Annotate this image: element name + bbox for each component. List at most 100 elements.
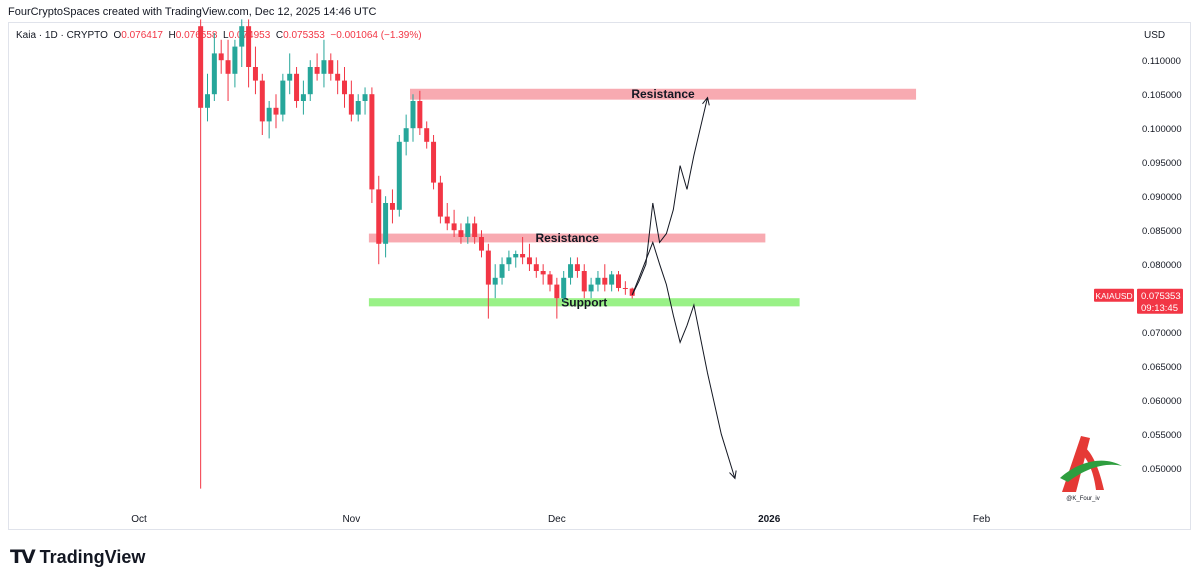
candle-body <box>266 107 272 122</box>
candle-body <box>300 94 306 101</box>
candle-body <box>211 53 217 95</box>
candle-body <box>479 237 484 251</box>
candle-body <box>417 101 423 129</box>
price-tick-label: 0.090000 <box>1142 192 1182 203</box>
candle-body <box>369 94 375 190</box>
time-axis: Oct Nov Dec 2026 Feb <box>131 514 990 525</box>
close-value: 0.075353 <box>283 30 325 41</box>
candle-body <box>629 288 635 296</box>
candle-body <box>314 67 320 74</box>
candle-body <box>280 80 286 115</box>
price-tick-label: 0.100000 <box>1142 124 1182 135</box>
candle-body <box>540 271 546 275</box>
candle-body <box>376 189 382 244</box>
zone-label-0: Resistance <box>631 87 695 101</box>
candle-body <box>595 277 601 285</box>
time-tick-label: Oct <box>131 514 147 525</box>
candle-body <box>431 141 437 183</box>
tradingview-brand: TradingView <box>39 546 146 567</box>
candle-body <box>362 94 368 101</box>
projection-path-1 <box>631 240 736 479</box>
price-tick-label: 0.085000 <box>1142 226 1182 237</box>
time-tick-label: Dec <box>548 514 566 525</box>
price-tick-label: 0.105000 <box>1142 90 1182 101</box>
candle-body <box>533 264 539 271</box>
zone-label-1: Resistance <box>535 231 599 245</box>
zones-layer: Resistance Resistance Support <box>368 87 917 309</box>
ticker-tag-text: KAIAUSD <box>1095 291 1132 301</box>
candle-body <box>581 271 587 292</box>
candle-body <box>335 73 341 81</box>
candle-body <box>506 257 512 265</box>
candle-body <box>259 80 265 122</box>
change-value: −0.001064 (−1.39%) <box>330 30 422 41</box>
price-tag-countdown: 09:13:45 <box>1141 303 1178 314</box>
candle-body <box>458 230 464 237</box>
candle-body <box>499 264 505 278</box>
candle-body <box>389 203 395 210</box>
time-tick-label: Nov <box>342 514 360 525</box>
open-value: 0.076417 <box>121 30 163 41</box>
candle-body <box>321 60 327 74</box>
candle-body <box>328 60 334 74</box>
candle-body <box>465 223 471 237</box>
candle-body <box>513 254 519 258</box>
price-tick-label: 0.065000 <box>1142 362 1182 373</box>
candle-body <box>622 288 628 289</box>
price-tick-label: 0.110000 <box>1142 56 1181 67</box>
tradingview-footer[interactable]: TV TradingView <box>10 546 145 568</box>
price-axis: 0.110000 0.105000 0.100000 0.095000 0.090000… <box>1142 56 1182 475</box>
symbol-info: Kaia · 1D · CRYPTO <box>16 30 108 41</box>
candle-body <box>437 182 443 217</box>
chart-frame <box>8 22 1191 530</box>
candle-body <box>205 94 210 108</box>
watermark-handle: @K_Four_iv <box>1066 496 1099 502</box>
candle-body <box>355 101 361 115</box>
candle-body <box>348 94 354 115</box>
zone-resistance-0 <box>410 88 917 100</box>
zone-resistance-1 <box>368 233 766 243</box>
candle-body <box>307 67 313 95</box>
candle-body <box>574 264 580 271</box>
candle-body <box>526 257 532 265</box>
high-value: 0.076558 <box>175 30 218 41</box>
low-label: L <box>223 30 229 41</box>
candle-body <box>568 264 574 278</box>
candle-body <box>403 128 409 142</box>
candle-body <box>396 141 402 210</box>
watermark-logo-swoosh-icon <box>1060 460 1122 482</box>
candle-body <box>444 216 450 224</box>
projection-path-0 <box>631 97 708 296</box>
price-tick-label: 0.050000 <box>1142 464 1182 475</box>
candle-body <box>294 73 300 101</box>
candle-body <box>383 203 389 244</box>
candle-body <box>609 274 615 285</box>
candle-body <box>410 101 416 129</box>
candle-body <box>273 107 279 115</box>
price-tick-label: 0.095000 <box>1142 158 1182 169</box>
chart-credit: FourCryptoSpaces created with TradingVie… <box>8 6 377 18</box>
projection-arrowhead-1 <box>729 470 737 480</box>
watermark-layer: @K_Four_iv <box>1060 436 1122 502</box>
price-tick-label: 0.060000 <box>1142 396 1182 407</box>
currency-label[interactable]: USD <box>1144 30 1166 41</box>
high-label: H <box>168 30 176 41</box>
candle-body <box>520 254 526 258</box>
candle-body <box>616 274 621 288</box>
candles-layer <box>198 19 635 489</box>
candle-body <box>451 223 457 231</box>
candle-body <box>232 46 238 74</box>
open-label: O <box>113 30 122 41</box>
candle-body <box>287 73 293 81</box>
zone-support-2 <box>368 298 800 307</box>
candle-body <box>485 250 491 285</box>
price-tick-label: 0.080000 <box>1142 260 1182 271</box>
price-tag-price: 0.075353 <box>1141 291 1181 302</box>
candle-body <box>225 60 231 74</box>
candle-body <box>588 284 594 292</box>
candle-body <box>342 80 347 95</box>
candle-body <box>602 277 608 285</box>
close-label: C <box>275 30 284 41</box>
